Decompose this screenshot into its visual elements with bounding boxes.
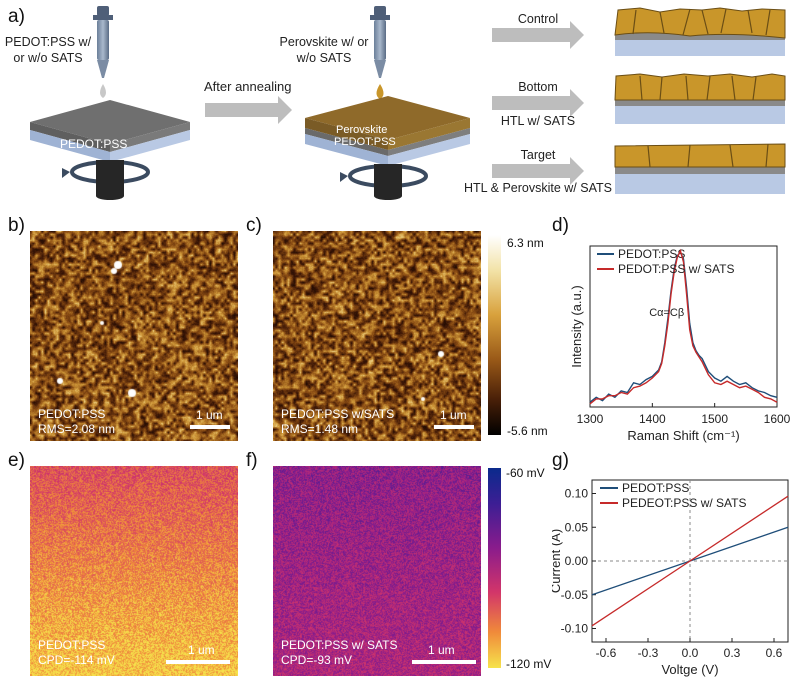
fabrication-schematic [30,6,786,200]
cpd-colorbar [488,468,501,668]
annealing-label: After annealing [204,79,292,94]
iv-series-1 [591,495,789,627]
panel-label-b: b) [8,215,25,236]
iv-y-tick-label: 0.10 [565,487,589,501]
kpfm-cpd-map-pedot-pss-sats [273,466,481,676]
afm-b-rms: RMS=2.08 nm [38,422,116,436]
device-stack-target [614,143,786,194]
height-colorbar-max: 6.3 nm [507,236,544,250]
pipette-icon-1 [93,6,113,98]
afm-c-scale-label: 1 um [440,408,467,422]
route-target-sublabel: HTL & Perovskite w/ SATS [464,181,612,195]
iv-x-tick-label: -0.6 [596,646,617,660]
iv-x-tick-label: 0.3 [724,646,741,660]
kpfm-e-caption: PEDOT:PSS CPD=-114 mV [38,638,115,668]
afm-c-rms: RMS=1.48 nm [281,422,359,436]
kpfm-cpd-map-pedot-pss [30,466,238,676]
route-bottom-sublabel: HTL w/ SATS [500,114,576,128]
iv-y-tick-label: 0.05 [565,520,589,534]
arrow-icon-target [492,157,584,185]
route-bottom-label: Bottom [518,80,558,94]
raman-x-tick-label: 1600 [764,412,791,426]
arrow-icon-bottom [492,89,584,117]
step1-caption-line1: PEDOT:PSS w/ [4,35,92,49]
kpfm-e-scale-label: 1 um [188,643,215,657]
kpfm-f-scale-bar [412,660,476,664]
panel-label-c: c) [246,215,262,236]
iv-x-tick-label: 0.0 [682,646,699,660]
iv-curve-chart: -0.6 -0.3 0.0 0.3 0.6 -0.10 -0.05 0.00 0.05 0.10 V… [552,479,789,677]
raman-x-tick-label: 1500 [701,412,728,426]
raman-series-1 [589,248,778,405]
kpfm-e-scale-bar [166,660,230,664]
substrate-2 [305,96,470,200]
afm-b-sample: PEDOT:PSS [38,407,106,421]
panel-label-f: f) [246,450,258,471]
cpd-colorbar-max: -60 mV [506,466,545,480]
panel-label-d: d) [552,215,569,236]
pipette-icon-2 [370,6,390,99]
afm-c-scale-bar [434,425,474,429]
afm-height-map-pedot-pss [30,231,238,441]
arrow-icon-control [492,21,584,49]
iv-legend-label-0: PEDOT:PSS [622,481,689,495]
raman-legend-label-1: PEDOT:PSS w/ SATS [618,262,734,276]
afm-b-scale-bar [190,425,230,429]
step2-caption-line2: w/o SATS [296,51,352,65]
panel-label-a: a) [8,6,25,27]
device-stack-bottom [614,73,786,124]
iv-y-tick-label: -0.10 [561,622,589,636]
iv-y-tick-label: -0.05 [561,588,589,602]
kpfm-f-caption: PEDOT:PSS w/ SATS CPD=-93 mV [281,638,397,668]
arrow-icon-annealing [205,96,292,124]
afm-b-scale-label: 1 um [196,408,223,422]
substrate2-label-bottom: PEDOT:PSS [334,136,396,148]
iv-x-tick-label: 0.6 [766,646,783,660]
afm-height-map-pedot-pss-sats [273,231,481,441]
raman-y-axis-label: Intensity (a.u.) [569,285,584,367]
iv-x-tick-label: -0.3 [638,646,659,660]
iv-y-tick-label: 0.00 [565,554,589,568]
raman-legend-label-0: PEDOT:PSS [618,247,685,261]
step1-caption: PEDOT:PSS w/ or w/o SATS [0,34,96,66]
step2-caption: Perovskite w/ or w/o SATS [274,34,374,66]
droplet-icon-1 [100,84,106,98]
substrate2-label-top: Perovskite [336,124,388,136]
raman-spectrum-chart: 1300 1400 1500 1600 Raman Shift (cm⁻¹) Intens… [569,245,791,443]
iv-legend-label-1: PEDEOT:PSS w/ SATS [622,496,746,510]
panel-label-e: e) [8,450,25,471]
iv-y-axis-label: Current (A) [552,529,563,593]
afm-c-caption: PEDOT:PSS w/SATS RMS=1.48 nm [281,407,394,437]
iv-x-axis-label: Voltge (V) [661,662,718,677]
substrate-1 [30,100,190,200]
afm-b-caption: PEDOT:PSS RMS=2.08 nm [38,407,115,437]
kpfm-f-sample: PEDOT:PSS w/ SATS [281,638,398,652]
raman-x-tick-label: 1300 [577,412,604,426]
route-control-label: Control [517,12,559,26]
step2-caption-line1: Perovskite w/ or [279,35,369,49]
cpd-colorbar-min: -120 mV [506,657,552,671]
raman-peak-annotation: Cα=Cβ [649,307,684,319]
raman-plot-frame [589,245,778,408]
panel-label-g: g) [552,450,569,471]
height-colorbar-min: -5.6 nm [507,424,548,438]
afm-c-sample: PEDOT:PSS w/SATS [281,407,395,421]
height-colorbar [488,235,501,435]
kpfm-e-sample: PEDOT:PSS [38,638,106,652]
raman-x-axis-label: Raman Shift (cm⁻¹) [627,428,739,443]
device-stack-control [614,7,786,56]
step1-caption-line2: or w/o SATS [13,51,83,65]
droplet-icon-2 [376,84,384,99]
route-target-label: Target [520,148,556,162]
kpfm-f-scale-label: 1 um [428,643,455,657]
kpfm-e-cpd: CPD=-114 mV [38,653,115,667]
substrate1-label: PEDOT:PSS [60,137,128,151]
raman-x-tick-label: 1400 [639,412,666,426]
kpfm-f-cpd: CPD=-93 mV [281,653,353,667]
